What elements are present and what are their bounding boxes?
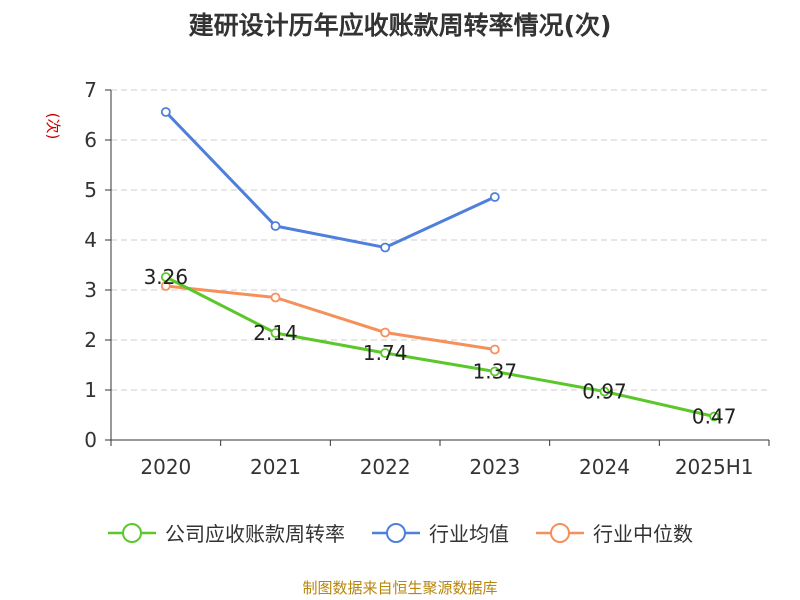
legend-label: 行业中位数 [593, 522, 693, 546]
chart-title: 建研设计历年应收账款周转率情况(次) [188, 11, 612, 40]
data-point [270, 221, 281, 231]
x-tick-label: 2022 [360, 455, 411, 479]
data-point [489, 366, 500, 377]
data-label: 0.97 [582, 380, 627, 404]
series-group [160, 107, 720, 422]
data-point [160, 272, 171, 282]
axes [105, 89, 770, 446]
y-tick-label: 4 [84, 228, 97, 252]
legend-marker-icon [372, 522, 420, 543]
y-tick-label: 2 [84, 328, 97, 352]
data-labels: 3.26 2.14 1.74 1.37 0.97 0.47 [144, 265, 737, 429]
x-tick-label: 2020 [140, 455, 191, 479]
data-point [160, 281, 171, 291]
data-label: 1.37 [473, 360, 518, 384]
x-tick-labels: 2020 2021 2022 2023 2024 2025H1 [140, 455, 753, 479]
series-line [164, 110, 496, 249]
y-tick-label: 1 [84, 378, 97, 402]
series-line [165, 284, 496, 351]
legend-marker-icon [536, 522, 584, 543]
data-point [380, 327, 391, 338]
data-source-note: 制图数据来自恒生聚源数据库 [302, 579, 498, 597]
data-label: 3.26 [144, 265, 189, 289]
legend-item[interactable]: 行业中位数 [535, 518, 693, 547]
x-tick-label: 2023 [469, 455, 520, 479]
data-point [160, 107, 171, 117]
data-point [489, 192, 500, 202]
data-label: 0.47 [692, 405, 737, 429]
data-point [270, 328, 281, 338]
data-point [489, 344, 500, 355]
gridlines [111, 89, 769, 391]
y-tick-label: 6 [84, 128, 97, 152]
legend: 公司应收账款周转率 行业均值 行业中位数 [0, 518, 800, 547]
data-label: 1.74 [363, 341, 408, 365]
legend-label: 行业均值 [429, 522, 509, 546]
data-point [709, 411, 720, 422]
y-axis-label: (次) [44, 113, 62, 140]
legend-marker-icon [108, 522, 156, 543]
data-point [270, 292, 281, 303]
x-tick-label: 2024 [579, 455, 630, 479]
y-tick-label: 3 [84, 278, 97, 302]
y-tick-label: 0 [84, 428, 97, 452]
series-line [165, 275, 715, 418]
legend-label: 公司应收账款周转率 [165, 522, 345, 546]
legend-item[interactable]: 公司应收账款周转率 [107, 518, 345, 547]
data-label: 2.14 [253, 321, 298, 345]
data-point [380, 242, 391, 253]
legend-item[interactable]: 行业均值 [371, 518, 509, 547]
data-point [380, 348, 391, 358]
x-tick-label: 2025H1 [675, 455, 754, 479]
x-tick-label: 2021 [250, 455, 301, 479]
data-point [599, 386, 610, 397]
y-tick-label: 7 [84, 78, 97, 102]
y-tick-labels: 0 1 2 3 4 5 6 7 [84, 78, 97, 452]
y-tick-label: 5 [84, 178, 97, 202]
